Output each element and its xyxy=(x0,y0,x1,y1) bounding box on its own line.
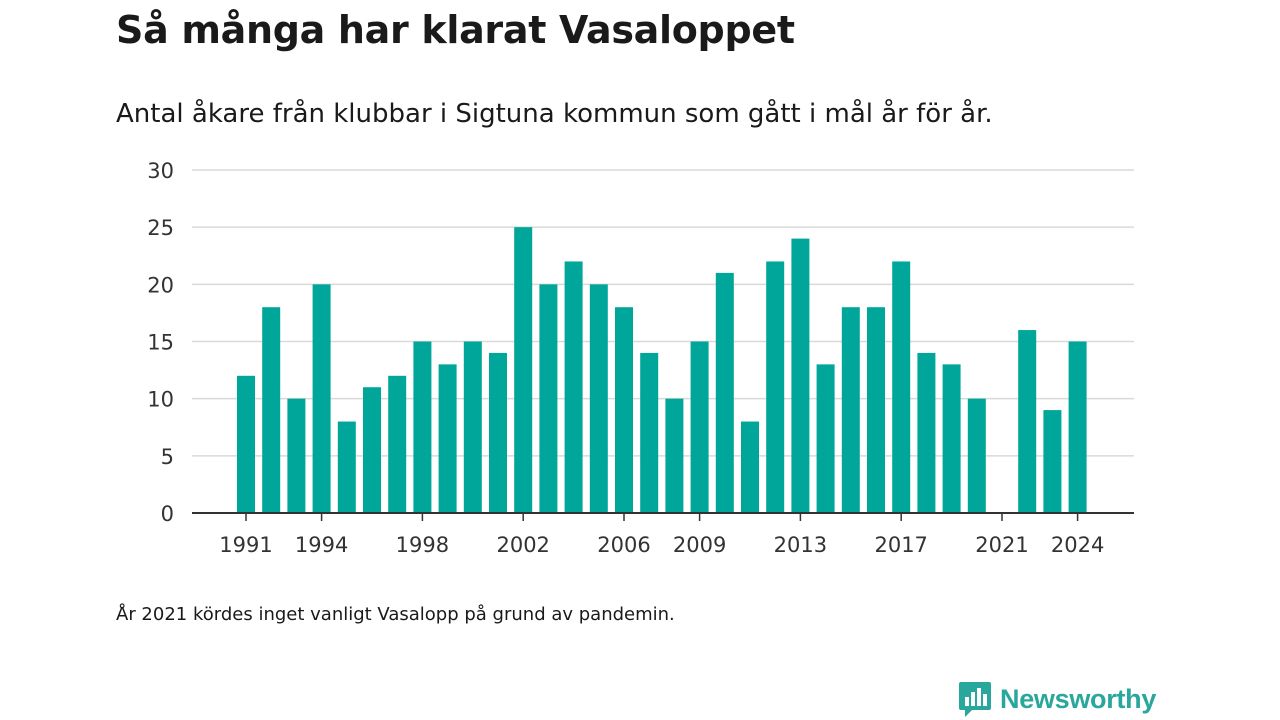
x-tick-label: 1991 xyxy=(219,533,272,557)
bar-1992 xyxy=(262,307,281,513)
bar-2004 xyxy=(564,261,583,513)
newsworthy-chart-bubble-icon xyxy=(959,682,991,717)
bar-1999 xyxy=(438,364,457,513)
bar-2016 xyxy=(867,307,885,513)
x-tick-label: 2024 xyxy=(1051,533,1104,557)
bar-2013 xyxy=(791,238,810,513)
bar-2009 xyxy=(690,341,709,513)
logo-text: Newsworthy xyxy=(1000,683,1157,714)
bar-2023 xyxy=(1043,410,1062,513)
y-tick-label: 5 xyxy=(161,445,174,469)
bar-2006 xyxy=(615,307,633,513)
y-tick-label: 15 xyxy=(147,331,174,355)
bar-2017 xyxy=(892,261,911,513)
bar-1993 xyxy=(287,398,306,513)
x-tick-label: 2006 xyxy=(597,533,650,557)
y-tick-label: 20 xyxy=(147,273,174,297)
chart-title: Så många har klarat Vasaloppet xyxy=(116,8,795,52)
x-tick-label: 2017 xyxy=(874,533,927,557)
newsworthy-logo: Newsworthy xyxy=(958,680,1156,718)
bar-2022 xyxy=(1018,330,1037,513)
bar-1995 xyxy=(337,421,356,513)
x-tick-label: 2021 xyxy=(975,533,1028,557)
y-tick-label: 30 xyxy=(147,159,174,183)
bar-2000 xyxy=(463,341,482,513)
bar-2018 xyxy=(917,352,936,513)
bar-1996 xyxy=(363,387,381,513)
bar-2015 xyxy=(841,307,860,513)
bar-2024 xyxy=(1068,341,1087,513)
bar-2008 xyxy=(665,398,684,513)
bar-2019 xyxy=(942,364,961,513)
bar-2001 xyxy=(489,352,507,513)
x-tick-label: 2013 xyxy=(774,533,827,557)
x-tick-label: 1998 xyxy=(396,533,449,557)
bar-2020 xyxy=(967,398,986,513)
x-tick-label: 2009 xyxy=(673,533,726,557)
bar-2002 xyxy=(514,227,533,513)
bar-2003 xyxy=(539,284,558,513)
x-tick-label: 2002 xyxy=(496,533,549,557)
footnote: År 2021 kördes inget vanligt Vasalopp på… xyxy=(116,604,675,625)
chart-subtitle: Antal åkare från klubbar i Sigtuna kommu… xyxy=(116,99,993,129)
bar-1997 xyxy=(388,375,407,513)
bar-2012 xyxy=(766,261,785,513)
bar-2007 xyxy=(640,352,659,513)
x-tick-label: 1994 xyxy=(295,533,348,557)
y-tick-label: 0 xyxy=(161,502,174,526)
y-tick-label: 10 xyxy=(147,388,174,412)
bar-chart: 0 5 10 15 20 25 30 1991 1994 1998 2002 2006 2009 2013… xyxy=(147,159,1134,557)
bar-2010 xyxy=(715,272,734,513)
bar-2005 xyxy=(589,284,608,513)
bar-1994 xyxy=(312,284,331,513)
y-tick-label: 25 xyxy=(147,216,174,240)
bar-2011 xyxy=(741,421,759,513)
bar-1998 xyxy=(413,341,432,513)
bar-1991 xyxy=(237,375,255,513)
bar-2014 xyxy=(816,364,835,513)
